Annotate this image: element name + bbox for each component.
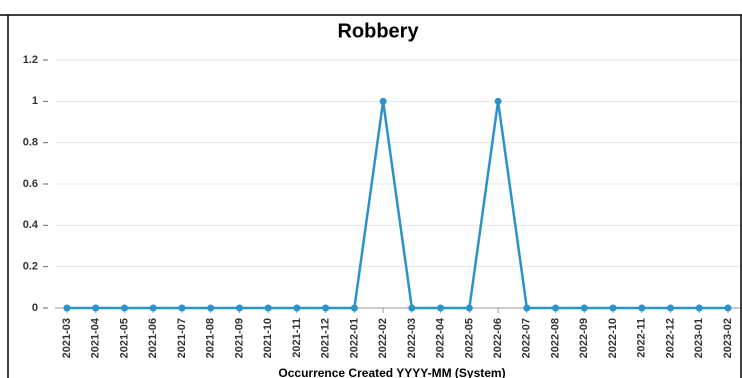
data-point xyxy=(580,304,588,312)
series-line xyxy=(67,101,728,310)
data-point xyxy=(63,304,71,312)
x-tick-label: 2021-05 xyxy=(118,318,130,358)
x-tick-label: 2021-09 xyxy=(233,318,245,358)
data-point xyxy=(322,304,330,312)
data-point xyxy=(523,304,531,312)
data-point xyxy=(695,304,703,312)
x-tick-label: 2022-12 xyxy=(664,318,676,358)
x-tick-label: 2022-01 xyxy=(348,318,360,358)
x-tick-label: 2022-11 xyxy=(636,318,648,358)
y-tick-label: 0.2 xyxy=(23,261,38,273)
data-point xyxy=(178,304,186,312)
x-tick-label: 2021-12 xyxy=(320,318,332,358)
x-tick-label: 2021-07 xyxy=(176,318,188,358)
x-tick-label: 2022-05 xyxy=(463,318,475,358)
x-tick-label: 2022-03 xyxy=(406,318,418,358)
data-point xyxy=(408,304,416,312)
y-tick-label: 0.4 xyxy=(23,219,39,231)
x-tick-label: 2022-07 xyxy=(521,318,533,358)
data-point xyxy=(494,97,502,105)
data-point xyxy=(149,304,157,312)
x-tick-label: 2023-02 xyxy=(722,318,734,358)
data-point xyxy=(609,304,617,312)
x-tick-label: 2021-10 xyxy=(262,318,274,358)
data-point xyxy=(379,97,387,105)
x-tick-label: 2021-08 xyxy=(205,318,217,358)
y-tick-label: 0.8 xyxy=(23,137,38,149)
chart-title: Robbery xyxy=(337,20,419,42)
x-tick-label: 2022-10 xyxy=(607,318,619,358)
data-point xyxy=(235,304,243,312)
y-tick-label: 1.2 xyxy=(23,54,38,66)
x-tick-label: 2021-06 xyxy=(147,318,159,358)
y-tick-label: 1 xyxy=(32,95,38,107)
data-point xyxy=(92,304,100,312)
x-tick-label: 2023-01 xyxy=(693,318,705,358)
data-point xyxy=(207,304,215,312)
x-tick-label: 2021-03 xyxy=(61,318,73,358)
data-point xyxy=(120,304,128,312)
data-point xyxy=(724,304,732,312)
x-tick-label: 2022-06 xyxy=(492,318,504,358)
x-tick-label: 2022-02 xyxy=(377,318,389,358)
x-tick-label: 2022-08 xyxy=(549,318,561,358)
data-point xyxy=(350,304,358,312)
data-point xyxy=(465,304,473,312)
x-axis-title: Occurrence Created YYYY-MM (System) xyxy=(278,366,505,378)
y-tick-label: 0 xyxy=(32,302,38,314)
data-point xyxy=(667,304,675,312)
data-point xyxy=(264,304,272,312)
data-point xyxy=(552,304,560,312)
x-tick-label: 2021-04 xyxy=(90,317,102,358)
data-point xyxy=(437,304,445,312)
x-tick-label: 2021-11 xyxy=(291,318,303,358)
y-tick-label: 0.6 xyxy=(23,178,38,190)
x-tick-label: 2022-04 xyxy=(435,317,447,358)
data-point xyxy=(638,304,646,312)
data-point xyxy=(293,304,301,312)
x-tick-label: 2022-09 xyxy=(578,318,590,358)
